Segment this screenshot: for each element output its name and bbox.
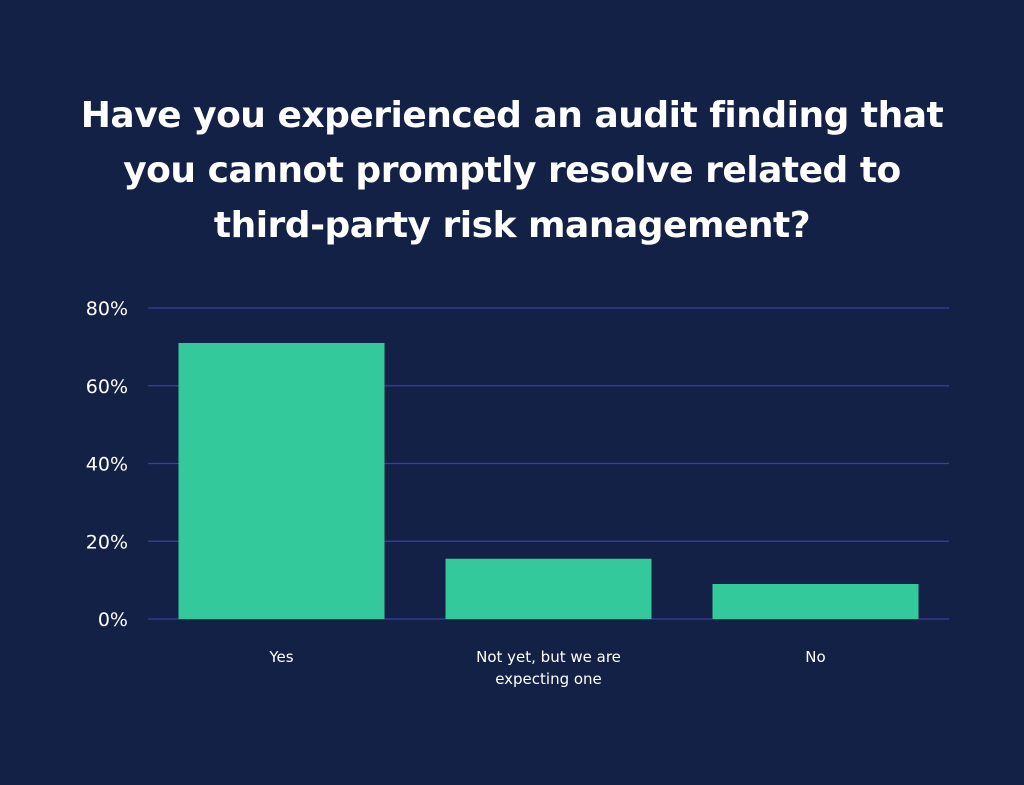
x-tick-label: Yes: [268, 648, 293, 666]
chart-title: Have you experienced an audit finding th…: [40, 88, 984, 253]
y-tick-label: 80%: [86, 298, 128, 320]
x-tick-label: Not yet, but we are expecting one: [476, 648, 621, 688]
chart-title-line-1: Have you experienced an audit finding th…: [80, 95, 944, 136]
y-tick-label: 40%: [86, 454, 128, 476]
chart-title-line-3: third-party risk management?: [213, 205, 811, 246]
y-tick-label: 20%: [86, 531, 128, 553]
chart-title-line-2: you cannot promptly resolve related to: [123, 150, 901, 191]
x-tick-label: No: [805, 648, 825, 666]
y-tick-label: 60%: [86, 376, 128, 398]
bar: [445, 558, 652, 619]
y-tick-label: 0%: [98, 609, 128, 631]
bar: [178, 342, 385, 619]
bar: [712, 584, 919, 619]
